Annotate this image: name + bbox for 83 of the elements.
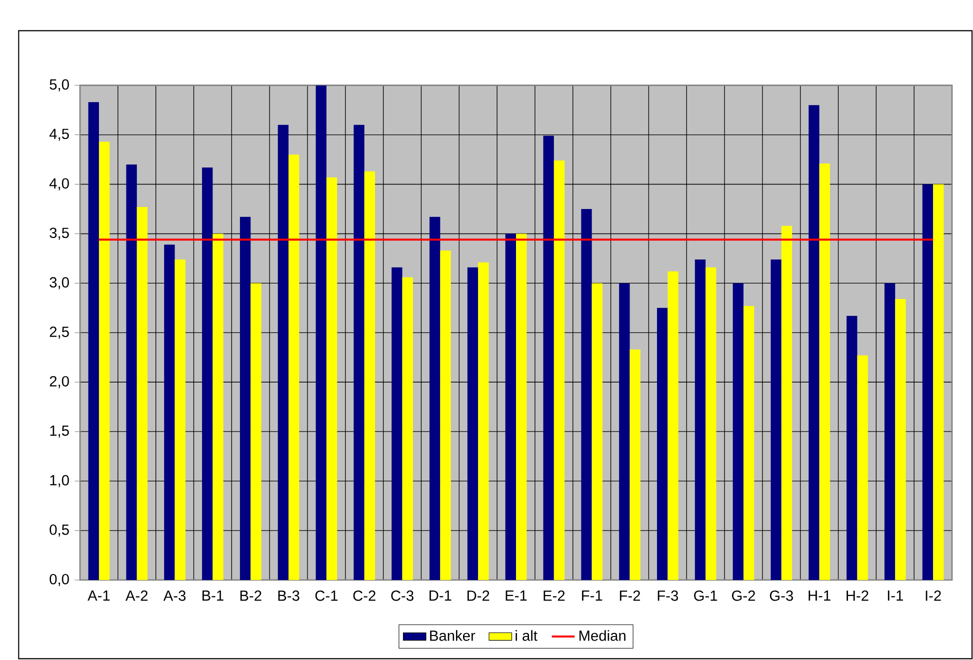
bar — [819, 163, 830, 580]
x-tick-label: E-1 — [506, 590, 527, 601]
x-tick-label: B-2 — [240, 590, 262, 601]
x-tick-label: G-3 — [770, 590, 793, 601]
x-tick-label: F-3 — [658, 590, 678, 601]
y-tick-label: 1,5 — [50, 426, 69, 438]
x-tick-label: I-1 — [888, 590, 903, 601]
x-tick-label: A-2 — [125, 590, 148, 601]
bar — [808, 105, 820, 580]
legend-label: i alt — [516, 630, 538, 641]
bar — [240, 216, 251, 580]
y-tick-label: 3,0 — [50, 277, 69, 290]
bar — [554, 160, 565, 580]
bar — [278, 124, 289, 580]
y-tick-label: 5,0 — [50, 79, 69, 92]
bar — [202, 167, 213, 580]
bar — [743, 306, 754, 580]
bar — [694, 259, 706, 580]
x-tick-label: F-1 — [582, 590, 602, 601]
x-tick-label: B-1 — [202, 590, 224, 601]
x-tick-label: G-2 — [732, 590, 755, 601]
bar — [619, 283, 630, 580]
bar — [430, 216, 440, 580]
bar — [770, 259, 782, 580]
x-tick-label: G-1 — [694, 590, 718, 601]
bar — [922, 184, 934, 580]
bar — [392, 267, 402, 580]
x-tick-label: H-1 — [808, 590, 830, 601]
bar — [543, 136, 554, 580]
bar — [326, 177, 338, 580]
legend-label: Median — [579, 630, 626, 641]
x-tick-label: I-2 — [926, 590, 941, 601]
y-tick-label: 4,5 — [49, 128, 69, 141]
bar — [98, 142, 110, 580]
bar — [857, 355, 868, 580]
bar — [164, 244, 175, 580]
bar — [668, 271, 678, 580]
bar — [402, 277, 413, 580]
bar — [467, 267, 478, 580]
x-tick-label: C-3 — [391, 590, 414, 601]
y-tick-label: 1,0 — [50, 475, 69, 488]
bar — [440, 250, 451, 580]
x-tick-label: H-2 — [846, 590, 868, 601]
x-tick-label: F-2 — [620, 590, 640, 601]
bar — [288, 154, 300, 580]
x-tick-label: D-1 — [430, 590, 452, 601]
bar — [478, 262, 489, 580]
y-tick-label: 4,0 — [49, 178, 69, 190]
bar — [354, 124, 364, 580]
x-tick-label: C-1 — [315, 590, 338, 601]
x-tick-label: D-2 — [467, 590, 490, 601]
bar — [126, 164, 137, 580]
y-tick-label: 0,5 — [50, 524, 69, 537]
x-tick-label: A-1 — [88, 590, 110, 601]
bar — [212, 234, 224, 580]
x-tick-label: B-3 — [278, 590, 300, 601]
y-tick-label: 3,5 — [50, 228, 69, 240]
y-tick-label: 2,5 — [50, 326, 69, 339]
bar — [732, 283, 744, 580]
bar — [88, 102, 99, 580]
bar — [630, 349, 640, 580]
x-tick-label: C-2 — [353, 590, 376, 601]
bar — [581, 209, 592, 580]
bar — [516, 234, 527, 580]
bar — [656, 308, 668, 580]
bar — [895, 299, 906, 580]
legend-label: Banker — [430, 630, 476, 641]
bar — [174, 259, 186, 580]
bar — [505, 234, 516, 580]
bar — [316, 85, 326, 580]
bar — [933, 184, 944, 580]
x-tick-label: A-3 — [163, 590, 186, 601]
y-tick-label: 2,0 — [50, 376, 69, 388]
x-tick-label: E-2 — [544, 590, 565, 601]
bar — [781, 226, 792, 580]
bar — [884, 283, 896, 580]
bar — [846, 316, 858, 580]
bar — [592, 283, 603, 580]
bar — [364, 171, 376, 580]
bar — [706, 267, 716, 580]
bar — [136, 207, 148, 580]
y-tick-label: 0,0 — [50, 574, 69, 586]
bar — [250, 283, 262, 580]
